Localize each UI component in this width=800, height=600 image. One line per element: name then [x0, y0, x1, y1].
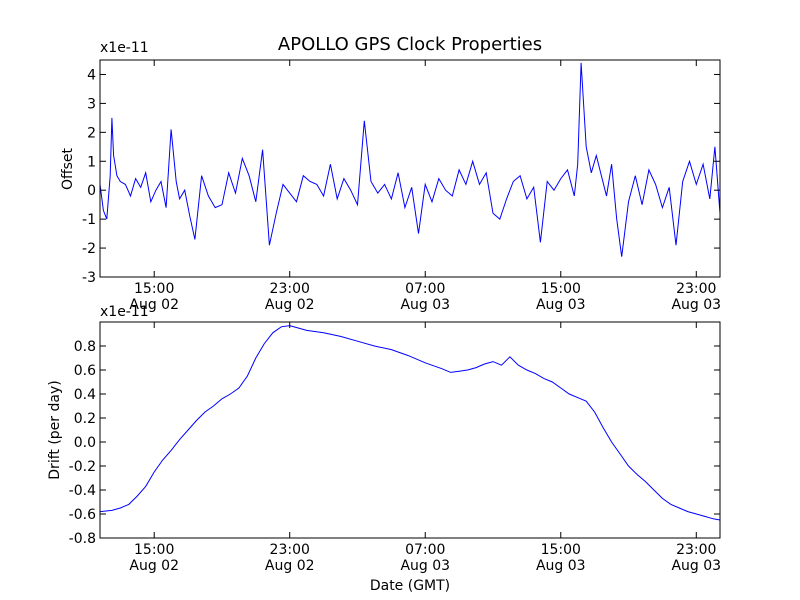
drift-panel: x1e-11 Drift (per day) Date (GMT) -0.8 -0…	[47, 304, 721, 594]
offset-plot-frame	[99, 59, 721, 278]
drift-ytick-label: -0.4	[69, 483, 96, 499]
offset-ytick-label: 2	[87, 125, 96, 141]
offset-xtick-date-label: Aug 02	[265, 297, 315, 313]
drift-plot-frame	[99, 321, 721, 539]
offset-xtick-date-label: Aug 02	[129, 297, 179, 313]
drift-xtick-time-label: 15:00	[134, 542, 174, 558]
drift-xtick-date-label: Aug 03	[400, 558, 450, 574]
drift-ytick-label: 0.2	[74, 411, 96, 427]
offset-panel: APOLLO GPS Clock Properties x1e-11 Offse…	[60, 34, 721, 313]
offset-ytick-label: -1	[82, 212, 96, 228]
drift-xtick-time-label: 15:00	[541, 542, 581, 558]
drift-xtick-date-label: Aug 02	[129, 558, 179, 574]
offset-xtick-time-label: 15:00	[134, 281, 174, 297]
offset-xtick-time-label: 07:00	[405, 281, 445, 297]
drift-xtick-date-label: Aug 03	[671, 558, 721, 574]
drift-ytick-label: -0.6	[69, 507, 96, 523]
drift-series-line-drift	[100, 325, 720, 521]
offset-axis-label: Offset	[60, 147, 76, 190]
drift-ytick-label: 0.4	[74, 387, 96, 403]
drift-ytick-label: 0.0	[74, 435, 96, 451]
offset-ytick-label: 4	[87, 67, 96, 83]
chart-title: APOLLO GPS Clock Properties	[278, 34, 542, 55]
drift-ytick-label: 0.6	[74, 363, 96, 379]
offset-xtick-date-label: Aug 03	[536, 297, 586, 313]
drift-xtick-time-label: 23:00	[676, 542, 716, 558]
drift-xtick-time-label: 07:00	[405, 542, 445, 558]
offset-ytick-label: 0	[87, 183, 96, 199]
offset-scale-label: x1e-11	[100, 40, 149, 56]
offset-ytick-label: -2	[82, 241, 96, 257]
offset-xtick-time-label: 23:00	[676, 281, 716, 297]
drift-plot-area: -0.8-0.6-0.4-0.20.00.20.40.60.815:00Aug …	[69, 321, 721, 574]
offset-xtick-date-label: Aug 03	[400, 297, 450, 313]
drift-xtick-date-label: Aug 02	[265, 558, 315, 574]
drift-ytick-label: -0.8	[69, 531, 96, 547]
drift-ytick-label: -0.2	[69, 459, 96, 475]
drift-scale-label: x1e-11	[100, 304, 149, 320]
offset-ytick-label: 3	[87, 96, 96, 112]
offset-series-line-offset	[100, 62, 720, 257]
drift-ytick-label: 0.8	[74, 339, 96, 355]
date-axis-label: Date (GMT)	[370, 578, 450, 594]
offset-xtick-time-label: 15:00	[541, 281, 581, 297]
offset-xtick-date-label: Aug 03	[671, 297, 721, 313]
offset-ytick-label: -3	[82, 270, 96, 286]
drift-xtick-date-label: Aug 03	[536, 558, 586, 574]
offset-ytick-label: 1	[87, 154, 96, 170]
offset-xtick-time-label: 23:00	[270, 281, 310, 297]
drift-xtick-time-label: 23:00	[270, 542, 310, 558]
drift-axis-label: Drift (per day)	[47, 380, 63, 479]
